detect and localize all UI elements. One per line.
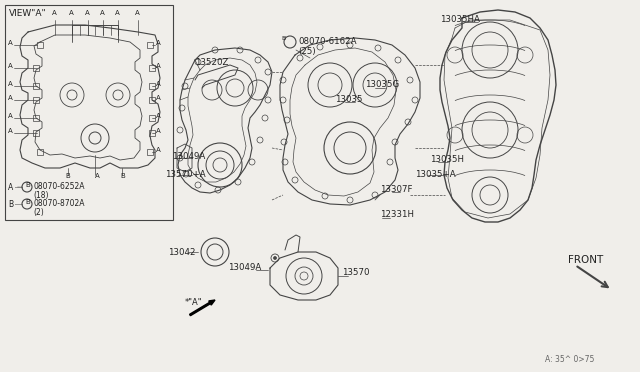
Bar: [149, 130, 155, 136]
Text: 13049A: 13049A: [228, 263, 261, 272]
Text: 13042: 13042: [168, 248, 195, 257]
Text: B: B: [25, 182, 29, 188]
Bar: [33, 130, 39, 136]
Text: A: A: [156, 63, 161, 69]
Bar: [147, 42, 153, 48]
Bar: [147, 149, 153, 155]
Text: *"A": *"A": [185, 298, 202, 307]
Text: A: 35^ 0>75: A: 35^ 0>75: [545, 355, 595, 364]
Text: 08070-6252A: 08070-6252A: [33, 182, 84, 191]
Text: A: A: [156, 40, 161, 46]
Text: A: A: [8, 128, 13, 134]
Bar: [149, 97, 155, 103]
Text: 13570: 13570: [342, 268, 369, 277]
Text: A: A: [85, 10, 90, 16]
Bar: [33, 65, 39, 71]
Text: A: A: [69, 10, 74, 16]
Text: A: A: [156, 95, 161, 101]
Text: A: A: [8, 113, 13, 119]
Text: 13570+A: 13570+A: [165, 170, 205, 179]
Text: A: A: [8, 40, 13, 46]
Circle shape: [273, 257, 276, 260]
Text: B: B: [120, 173, 125, 179]
Text: A: A: [95, 173, 100, 179]
Text: B: B: [8, 200, 13, 209]
Text: A: A: [52, 10, 57, 16]
Text: 13035H: 13035H: [430, 155, 464, 164]
Text: 13035+A: 13035+A: [415, 170, 456, 179]
Bar: [149, 115, 155, 121]
Text: A: A: [156, 81, 161, 87]
Bar: [5, 5, 173, 220]
Text: 13035HA: 13035HA: [440, 15, 480, 24]
Bar: [37, 149, 43, 155]
Text: A: A: [156, 147, 161, 153]
Text: A: A: [115, 10, 120, 16]
Text: A: A: [8, 183, 13, 192]
Text: (2): (2): [33, 208, 44, 217]
Text: FRONT: FRONT: [568, 255, 604, 265]
Bar: [33, 83, 39, 89]
Text: A: A: [156, 113, 161, 119]
Text: 13520Z: 13520Z: [195, 58, 228, 67]
Text: 13035: 13035: [335, 95, 362, 104]
Text: B: B: [282, 35, 286, 41]
Text: B: B: [65, 173, 70, 179]
Bar: [33, 97, 39, 103]
Text: A: A: [135, 10, 140, 16]
Bar: [37, 42, 43, 48]
Text: 12331H: 12331H: [380, 210, 414, 219]
Bar: [149, 83, 155, 89]
Text: A: A: [8, 63, 13, 69]
Text: A: A: [8, 95, 13, 101]
Text: VIEW"A": VIEW"A": [9, 9, 47, 18]
Text: B: B: [25, 199, 29, 205]
Text: 13035G: 13035G: [365, 80, 399, 89]
Text: (18): (18): [33, 191, 49, 200]
Text: A: A: [100, 10, 105, 16]
Bar: [149, 65, 155, 71]
Text: 13049A: 13049A: [172, 152, 205, 161]
Text: 08070-8702A: 08070-8702A: [33, 199, 84, 208]
Text: 13307F: 13307F: [380, 185, 413, 194]
Text: A: A: [8, 81, 13, 87]
Text: (25): (25): [298, 47, 316, 56]
Text: A: A: [156, 128, 161, 134]
Text: 08070-6162A: 08070-6162A: [298, 37, 356, 46]
Bar: [33, 115, 39, 121]
